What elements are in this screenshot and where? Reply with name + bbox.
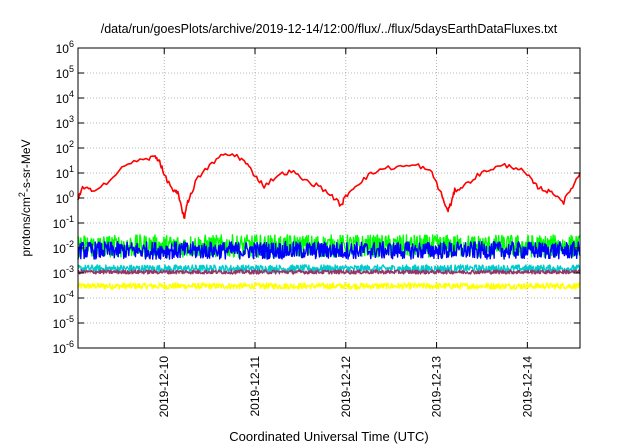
y-axis-label-superscript: 2 xyxy=(17,192,27,197)
x-tick-label: 2019-12-13 xyxy=(430,356,444,418)
y-tick-base: 10 xyxy=(56,192,70,206)
y-tick-label: 103 xyxy=(56,114,74,131)
x-axis-label: Coordinated Universal Time (UTC) xyxy=(229,429,428,444)
y-axis-label-main: protons/cm xyxy=(19,197,33,256)
y-axis-label: protons/cm2-s-sr-MeV xyxy=(17,139,33,256)
series-line-3 xyxy=(77,234,581,258)
y-tick-label: 102 xyxy=(56,139,74,156)
y-tick-label: 106 xyxy=(56,39,74,56)
y-tick-exponent: -2 xyxy=(66,239,74,249)
y-tick-base: 10 xyxy=(56,167,70,181)
y-tick-label: 105 xyxy=(56,64,74,81)
y-tick-exponent: 4 xyxy=(69,89,74,99)
y-tick-exponent: 5 xyxy=(69,64,74,74)
y-tick-label: 10-3 xyxy=(53,264,74,281)
y-tick-base: 10 xyxy=(53,342,67,356)
y-tick-base: 10 xyxy=(53,217,67,231)
series-line-5 xyxy=(77,269,581,275)
y-tick-exponent: 0 xyxy=(69,189,74,199)
y-tick-base: 10 xyxy=(53,242,67,256)
y-tick-base: 10 xyxy=(53,317,67,331)
x-tick-label: 2019-12-10 xyxy=(157,356,171,418)
x-tick-label: 2019-12-12 xyxy=(339,356,353,418)
y-axis-label-rest: -s-sr-MeV xyxy=(19,139,33,192)
y-axis: 10610510410310210110010-110-210-310-410-… xyxy=(53,39,580,356)
y-tick-exponent: -1 xyxy=(66,214,74,224)
y-tick-exponent: -5 xyxy=(66,314,74,324)
y-tick-label: 10-1 xyxy=(53,214,74,231)
series-line-4 xyxy=(77,241,581,260)
y-tick-label: 101 xyxy=(56,164,74,181)
series-line-6 xyxy=(77,153,581,219)
y-tick-label: 10-2 xyxy=(53,239,74,256)
y-tick-exponent: 3 xyxy=(69,114,74,124)
y-tick-exponent: -3 xyxy=(66,264,74,274)
x-tick-label: 2019-12-11 xyxy=(248,356,262,417)
y-tick-exponent: 2 xyxy=(69,139,74,149)
x-axis: 2019-12-10 2019-12-11 2019-12-12 2019-12-13… xyxy=(157,48,534,417)
y-tick-label: 10-4 xyxy=(53,289,74,306)
y-tick-base: 10 xyxy=(56,42,70,56)
y-tick-base: 10 xyxy=(53,292,67,306)
y-tick-base: 10 xyxy=(56,117,70,131)
grid-lines xyxy=(78,48,580,348)
y-tick-label: 104 xyxy=(56,89,74,106)
series-layer xyxy=(77,153,581,290)
y-tick-base: 10 xyxy=(56,142,70,156)
y-tick-exponent: 6 xyxy=(69,39,74,49)
y-tick-exponent: -4 xyxy=(66,289,74,299)
x-tick-label: 2019-12-14 xyxy=(520,356,534,418)
y-tick-exponent: 1 xyxy=(69,164,74,174)
y-tick-base: 10 xyxy=(56,67,70,81)
y-tick-label: 10-6 xyxy=(53,339,74,356)
series-line-1 xyxy=(77,282,581,290)
y-tick-base: 10 xyxy=(53,267,67,281)
y-tick-label: 100 xyxy=(56,189,74,206)
series-line-2 xyxy=(77,264,581,273)
chart-title: /data/run/goesPlots/archive/2019-12-14/1… xyxy=(101,22,558,36)
y-tick-base: 10 xyxy=(56,92,70,106)
y-tick-exponent: -6 xyxy=(66,339,74,349)
y-tick-label: 10-5 xyxy=(53,314,74,331)
